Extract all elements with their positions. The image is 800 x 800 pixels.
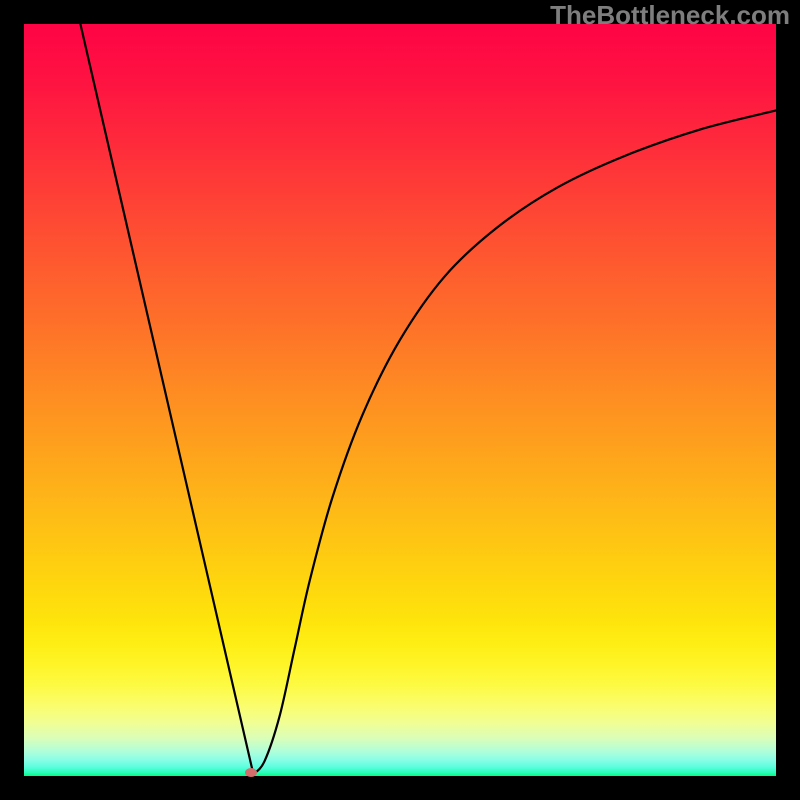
chart-plot-area — [24, 24, 776, 776]
optimal-point-marker — [245, 768, 257, 777]
chart-container: TheBottleneck.com — [0, 0, 800, 800]
watermark-text: TheBottleneck.com — [550, 0, 790, 31]
